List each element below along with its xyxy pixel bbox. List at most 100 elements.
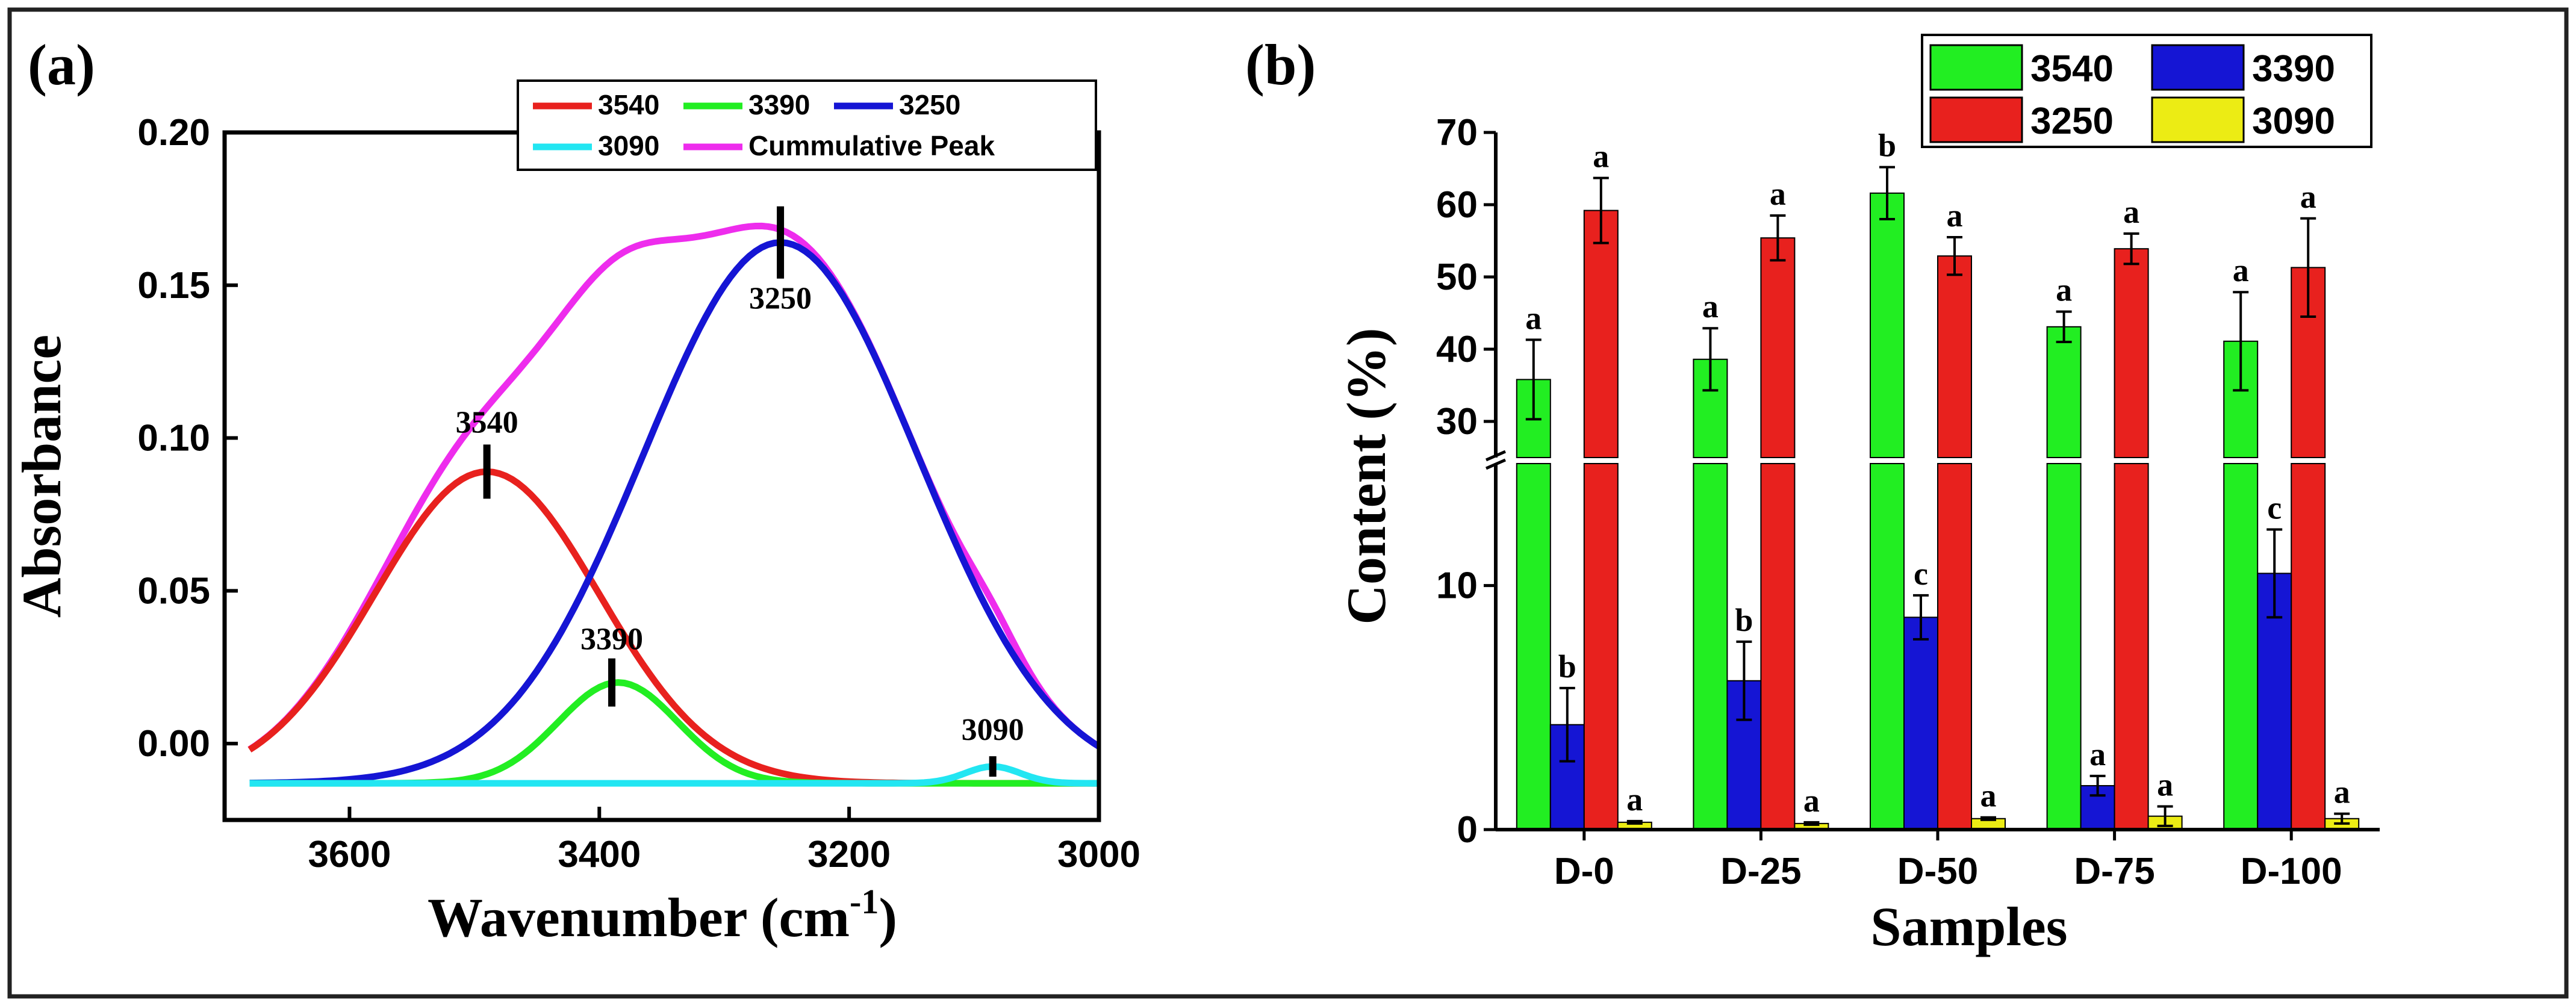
bar-3540-d-75 (2046, 326, 2082, 458)
panel-a-legend-box (517, 79, 1097, 171)
peak-label-3250: 3250 (749, 282, 812, 316)
significance-label: a (1947, 197, 1963, 234)
significance-label: c (1914, 556, 1928, 592)
significance-label: a (1980, 778, 1997, 814)
panel-a-curves (247, 222, 1101, 787)
y-tick-label: 0.15 (137, 265, 210, 306)
x-tick-label: 3400 (558, 834, 641, 875)
x-tick-label: D-25 (1720, 851, 1801, 892)
panel-b-y-axis-title: Content (%) (1336, 328, 1397, 624)
significance-label: c (2267, 489, 2282, 526)
bar-3250-d-25-lower (1760, 463, 1796, 830)
y-tick-label: 10 (1436, 565, 1478, 607)
panel-a-x-axis-title-main: Wavenumber (cm (428, 887, 850, 948)
legend-swatch-3540 (1929, 44, 2023, 91)
significance-label: a (2233, 252, 2249, 288)
y-tick-label: 50 (1436, 256, 1478, 298)
x-tick-label: 3200 (807, 834, 891, 875)
significance-label: a (2334, 774, 2350, 810)
series-line-3250 (249, 239, 1101, 787)
legend-label: 3090 (598, 130, 659, 161)
legend-label: 3390 (2252, 48, 2335, 90)
bar-3250-d-50 (1937, 255, 1972, 458)
panel-b-label: (b) (1245, 33, 1316, 97)
x-tick-label: D-0 (1554, 851, 1614, 892)
significance-label: a (2056, 272, 2072, 308)
panel-a: (a) 3600 3400 3200 3000 0.00 0.05 0.10 0.15 0.20… (11, 33, 1140, 948)
panel-a-peak-annotations: 3540 3390 3250 3090 (456, 206, 1024, 777)
x-tick-label: D-50 (1897, 851, 1978, 892)
bar-3540-d-25-lower (1693, 463, 1728, 830)
legend-label: 3540 (598, 89, 659, 120)
panel-a-x-axis-title-close: ) (879, 887, 897, 948)
panel-a-legend: 3540 3390 3250 3090 Cummulative Peak (517, 79, 1097, 171)
y-tick-label: 60 (1436, 184, 1478, 226)
significance-label: a (2089, 736, 2106, 772)
legend-label: Cummulative Peak (748, 130, 995, 161)
panel-a-y-axis-title: Absorbance (11, 335, 72, 618)
peak-label-3390: 3390 (580, 623, 643, 657)
y-tick-label: 30 (1436, 401, 1478, 442)
panel-a-x-axis-title: Wavenumber (cm-1) (428, 882, 897, 948)
bar-3250-d-25 (1760, 237, 1796, 458)
y-tick-label: 0.10 (137, 418, 210, 459)
legend-swatch-3250 (1929, 96, 2023, 143)
significance-label: a (2300, 179, 2316, 215)
significance-label: a (2157, 766, 2173, 803)
significance-label: b (1878, 128, 1896, 164)
legend-label: 3090 (2252, 101, 2335, 142)
y-tick-label: 40 (1436, 329, 1478, 370)
panel-b-bars: a b a a a b a a b c a a a a a a a c a a (1516, 128, 2360, 831)
significance-label: a (1770, 176, 1786, 212)
x-tick-label: 3600 (308, 834, 391, 875)
bar-3250-d-75-lower (2114, 463, 2149, 830)
significance-label: b (1558, 648, 1576, 685)
significance-label: a (1593, 138, 1609, 175)
x-tick-label: 3000 (1057, 834, 1140, 875)
series-line-3090 (249, 763, 1099, 787)
significance-label: b (1735, 602, 1753, 638)
legend-label: 3390 (748, 89, 810, 120)
legend-label: 3250 (899, 89, 960, 120)
panel-b-x-axis-title: Samples (1870, 896, 2067, 957)
bar-3540-d-50 (1870, 192, 1905, 458)
axis-break-mark-lower (1485, 458, 1507, 470)
bar-3250-d-100-lower (2291, 463, 2326, 830)
figure-border (7, 7, 2569, 999)
x-tick-label: D-75 (2074, 851, 2154, 892)
bar-3390-d-50 (1903, 616, 1938, 830)
significance-label: a (1803, 783, 1820, 819)
significance-label: a (2123, 194, 2139, 230)
significance-label: a (1626, 781, 1643, 818)
x-tick-label: D-100 (2241, 851, 2342, 892)
legend-swatch-3090 (2151, 96, 2245, 143)
panel-a-x-axis-title-superscript: -1 (850, 882, 879, 921)
peak-label-3090: 3090 (962, 713, 1024, 747)
y-tick-label: 0.00 (137, 723, 210, 765)
y-tick-label: 0.20 (137, 112, 210, 154)
panel-b: (b) a b a a a b a a b c a a a a a a a c a a 30 40 50 60 70 0 10 D-… (1245, 33, 2380, 957)
legend-label: 3250 (2030, 101, 2114, 142)
panel-a-ticks: 3600 3400 3200 3000 0.00 0.05 0.10 0.15 0.20 (137, 112, 1140, 875)
legend-swatch-3390 (2151, 44, 2245, 91)
peak-label-3540: 3540 (456, 405, 518, 439)
panel-b-legend: 3540 3390 3250 3090 (1921, 34, 2372, 148)
bar-3250-d-0 (1583, 210, 1619, 458)
panel-a-label: (a) (28, 33, 95, 97)
y-tick-label: 0.05 (137, 570, 210, 612)
significance-label: a (1525, 300, 1542, 336)
significance-label: a (1702, 288, 1719, 324)
y-tick-label: 0 (1457, 809, 1478, 851)
bar-3540-d-50-lower (1870, 463, 1905, 830)
panel-b-axes: 30 40 50 60 70 0 10 D-0 D-25 D-50 D-75 D-100 (1436, 112, 2380, 892)
bar-3540-d-100-lower (2223, 463, 2259, 830)
bar-3540-d-75-lower (2046, 463, 2082, 830)
bar-3250-d-75 (2114, 248, 2149, 458)
axis-break-mark-upper (1485, 450, 1507, 462)
legend-label: 3540 (2030, 48, 2114, 90)
bar-3540-d-0-lower (1516, 463, 1551, 830)
bar-3250-d-0-lower (1583, 463, 1619, 830)
y-tick-label: 70 (1436, 112, 1478, 154)
bar-3250-d-50-lower (1937, 463, 1972, 830)
